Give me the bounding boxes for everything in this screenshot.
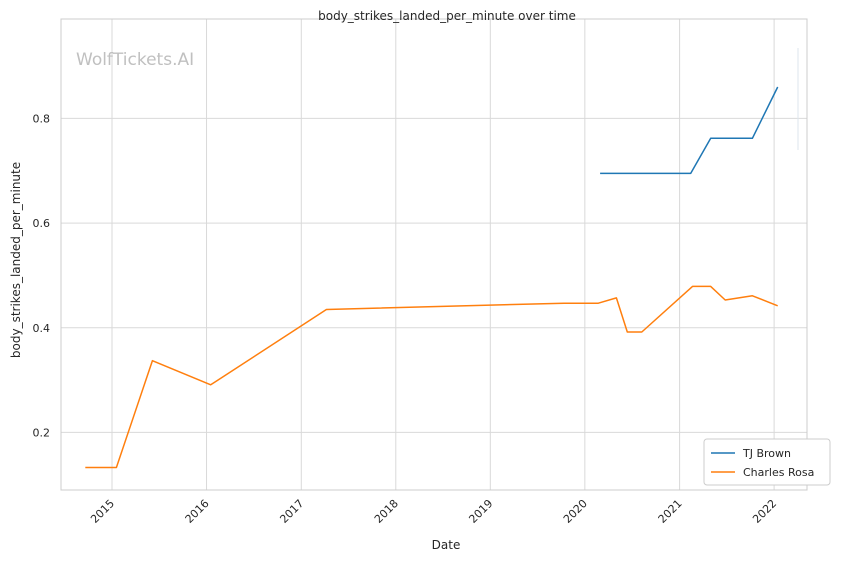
y-axis-label: body_strikes_landed_per_minute: [9, 162, 23, 358]
chart-title: body_strikes_landed_per_minute over time: [318, 9, 576, 23]
y-tick-label: 0.4: [33, 322, 51, 335]
series-line-charles-rosa: [85, 285, 778, 469]
grid-lines: [61, 19, 807, 490]
series-layer: [85, 86, 779, 469]
x-axis-label: Date: [432, 538, 461, 552]
legend-box: [703, 438, 831, 486]
series-line-tj-brown: [600, 86, 779, 175]
legend-label-charles-rosa: Charles Rosa: [743, 466, 814, 479]
y-tick-label: 0.8: [33, 112, 51, 125]
plot-frame: [60, 18, 808, 491]
watermark: WolfTickets.AI: [76, 50, 194, 70]
y-tick-label: 0.2: [33, 426, 51, 439]
y-tick-label: 0.6: [33, 217, 51, 230]
legend: TJ Brown Charles Rosa: [703, 438, 831, 486]
y-tick-labels: 0.2 0.4 0.6 0.8: [33, 112, 51, 439]
legend-label-tj-brown: TJ Brown: [742, 447, 791, 460]
